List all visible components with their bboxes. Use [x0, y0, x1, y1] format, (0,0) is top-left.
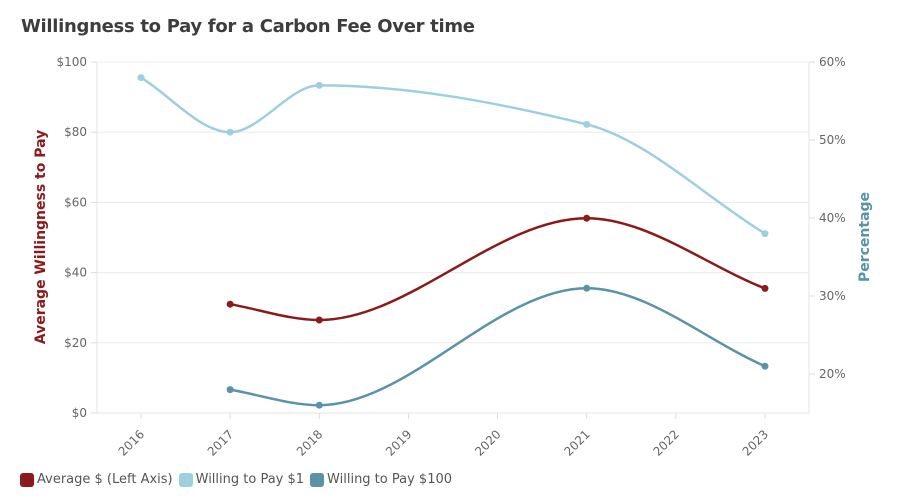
left-tick-label: $80: [64, 125, 87, 139]
left-tick-label: $0: [72, 406, 87, 420]
right-tick-label: 50%: [819, 133, 846, 147]
left-axis-title: Average Willingness to Pay: [33, 130, 49, 345]
x-tick-label: 2022: [650, 427, 681, 458]
data-point-willing-to-pay-1-2023[interactable]: [761, 230, 769, 238]
left-tick-label: $100: [56, 55, 87, 69]
left-axis: $0 $20 $40 $60 $80 $100: [56, 55, 97, 420]
right-axis: 20% 30% 40% 50% 60%: [809, 55, 846, 381]
chart-title: Willingness to Pay for a Carbon Fee Over…: [21, 16, 475, 37]
data-point-average-left-axis-2021[interactable]: [583, 214, 591, 222]
data-point-willing-to-pay-100-2017[interactable]: [226, 386, 234, 394]
legend: Average $ (Left Axis) Willing to Pay $1 …: [20, 472, 458, 487]
legend-item-average[interactable]: Average $ (Left Axis): [20, 472, 173, 487]
legend-label-willing-1: Willing to Pay $1: [195, 472, 305, 487]
right-axis-title: Percentage: [857, 192, 873, 282]
x-tick-label: 2017: [205, 427, 236, 458]
data-point-average-left-axis-2017[interactable]: [226, 300, 234, 308]
x-tick-label: 2023: [740, 427, 771, 458]
grid-lines: [97, 61, 809, 414]
data-point-willing-to-pay-100-2018[interactable]: [315, 401, 323, 409]
data-point-willing-to-pay-100-2021[interactable]: [583, 284, 591, 292]
series-line-willing-to-pay-100: [229, 286, 766, 407]
right-tick-label: 20%: [819, 367, 846, 381]
data-point-willing-to-pay-1-2018[interactable]: [315, 81, 323, 89]
plot-frame: [96, 62, 810, 414]
series-line-average-left-axis: [229, 216, 766, 322]
legend-item-willing-100[interactable]: Willing to Pay $100: [310, 472, 452, 487]
right-tick-label: 60%: [819, 55, 846, 69]
data-point-willing-to-pay-1-2017[interactable]: [226, 128, 234, 136]
right-tick-label: 40%: [819, 211, 846, 225]
x-tick-label: 2018: [294, 427, 325, 458]
series-line-willing-to-pay-1: [140, 76, 766, 235]
left-tick-label: $20: [64, 336, 87, 350]
legend-swatch-average: [20, 472, 34, 487]
x-axis: 2016 2017 2018 2019 2020 2021 2022 2023: [116, 413, 771, 459]
data-point-willing-to-pay-1-2016[interactable]: [137, 74, 145, 82]
data-point-willing-to-pay-100-2023[interactable]: [761, 362, 769, 370]
legend-label-average: Average $ (Left Axis): [37, 472, 173, 487]
legend-swatch-willing-100: [310, 472, 325, 487]
data-point-average-left-axis-2023[interactable]: [761, 284, 769, 292]
x-tick-label: 2016: [116, 427, 147, 458]
left-tick-label: $40: [64, 266, 87, 280]
legend-label-willing-100: Willing to Pay $100: [327, 472, 453, 487]
legend-swatch-willing-1: [178, 472, 193, 487]
data-point-willing-to-pay-1-2021[interactable]: [583, 120, 591, 128]
legend-item-willing-1[interactable]: Willing to Pay $1: [178, 472, 305, 487]
left-tick-label: $60: [64, 195, 87, 209]
right-tick-label: 30%: [819, 289, 846, 303]
x-tick-label: 2020: [472, 427, 503, 458]
data-point-average-left-axis-2018[interactable]: [315, 316, 323, 324]
x-tick-label: 2019: [383, 427, 414, 458]
x-tick-label: 2021: [561, 427, 592, 458]
series-group: [137, 74, 769, 409]
